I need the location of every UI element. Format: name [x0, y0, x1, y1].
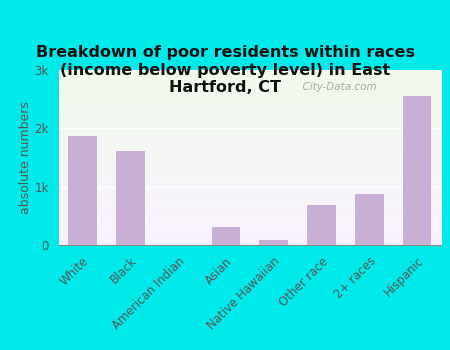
Text: Breakdown of poor residents within races
(income below poverty level) in East
Ha: Breakdown of poor residents within races…	[36, 46, 414, 95]
Bar	[68, 136, 97, 245]
Bar	[259, 240, 288, 245]
Bar	[355, 194, 383, 245]
Bar	[307, 205, 336, 245]
Text: City-Data.com: City-Data.com	[296, 82, 376, 92]
Bar	[116, 150, 144, 245]
Bar	[403, 96, 432, 245]
Y-axis label: absolute numbers: absolute numbers	[18, 101, 32, 214]
Bar	[212, 227, 240, 245]
